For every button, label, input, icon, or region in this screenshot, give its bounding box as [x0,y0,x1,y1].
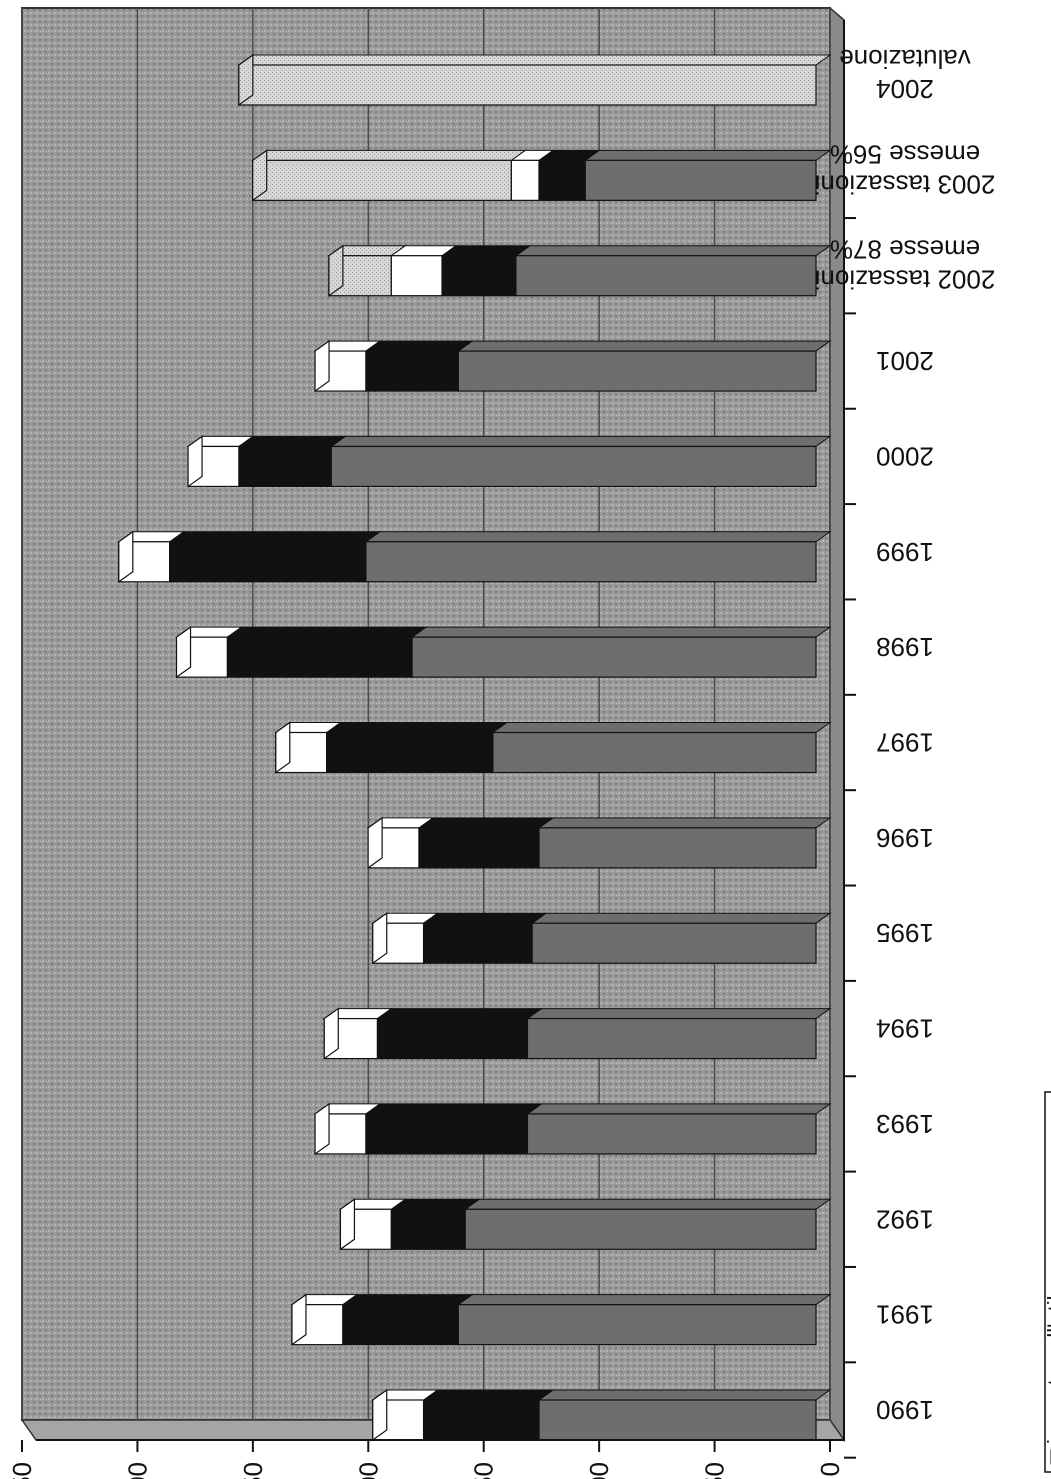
bar-cap [238,53,254,107]
category-label: 2001 [876,346,934,376]
bar-segment [251,149,527,201]
value-tick-label: 0 [815,1462,845,1476]
bar-cap [118,530,134,583]
category-label: 1997 [876,728,934,758]
bar-segment [514,245,832,297]
bar-segment [421,912,548,964]
bar-segment [364,1103,543,1155]
bar-segment [389,1198,481,1250]
category-label: 1996 [876,823,934,853]
category-label: 2004valutazione [839,44,971,104]
bar-cap [314,1102,330,1156]
bar-segment [456,340,832,392]
value-tick-label: 100 [584,1462,614,1479]
category-label: 1998 [876,632,934,662]
bar-segment [491,722,832,774]
value-tick-label: 250 [238,1462,268,1479]
bar-cap [323,1007,339,1060]
bar-segment [389,245,458,297]
floor [829,6,845,1443]
bar-segment [237,54,832,106]
bar-segment [583,149,832,201]
bar-segment [463,1198,832,1250]
legend-box: valutazioni non emesseimosta immobiliare… [1043,1091,1051,1473]
bar-cap [252,149,268,202]
category-label: 2002 tassazioniemesse 87% [815,235,996,295]
category-label: 1992 [876,1204,934,1234]
bar-segment [537,817,832,869]
category-label: 2003 tassazioniemesse 56% [815,139,996,199]
category-label: 1999 [876,537,934,567]
bar-segment [417,817,555,869]
bars [117,53,832,1442]
bar-segment [364,340,474,392]
bar-segment [525,1103,832,1155]
value-tick-label: 50 [700,1462,730,1479]
category-label: 1993 [876,1109,934,1139]
bar-segment [530,912,832,964]
bar-cap [314,339,330,393]
value-tick-label: 350 [7,1462,37,1479]
bar-segment [375,1008,543,1060]
value-tick-label: 150 [469,1462,499,1479]
bar-segment [525,1008,832,1060]
value-axis: 0 50 100 150 200 250 300 350 [7,1439,845,1479]
bar-segment [341,1294,474,1346]
category-label: 1990 [876,1395,934,1425]
bar-segment [237,435,347,488]
category-label: 2000 [876,441,934,471]
bar-segment [325,722,509,774]
bar-segment [537,149,601,201]
bar-segment [410,626,832,678]
bar-cap [275,721,291,774]
gridlines [21,8,831,1420]
bar-segment [456,1294,832,1346]
bar-segment [421,1389,555,1441]
bar-segment [329,435,832,488]
bar-cap [187,435,203,488]
value-tick-label: 200 [353,1462,383,1479]
value-tick-label: 300 [122,1462,152,1479]
bar-segment [168,531,382,583]
bar-segment [364,531,832,583]
bar-cap [291,1293,307,1346]
bar-cap [339,1198,356,1251]
legend: valutazioni non emesseimosta immobiliare… [1043,1091,1051,1473]
bar-cap [175,625,192,679]
category-axis: 1990 1991 1992 1993 1994 1995 1996 1997 1998 1999… [815,20,996,1459]
bar-segment [440,245,532,297]
bar-cap [328,244,344,297]
bar-cap [372,912,388,965]
bar-cap [367,816,383,870]
legend-entry: imposta sull'utile [1043,1283,1051,1444]
category-label: 1994 [876,1014,934,1044]
bar-segment [225,626,428,678]
bar-segment [537,1389,832,1441]
category-label: 1995 [876,918,934,948]
category-label: 1991 [876,1300,934,1330]
